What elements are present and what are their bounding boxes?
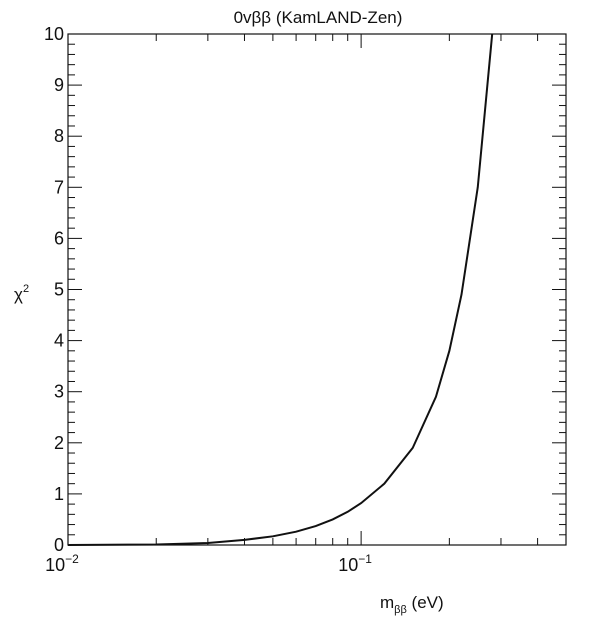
y-tick-label: 8 — [54, 126, 64, 146]
x-tick-label: 10−2 — [45, 552, 79, 575]
x-tick-label: 10−1 — [338, 552, 372, 575]
y-tick-label: 4 — [54, 331, 64, 351]
y-tick-label: 3 — [54, 382, 64, 402]
y-tick-labels: 0 1 2 3 4 5 6 7 8 9 10 — [44, 24, 64, 555]
x-axis-label-sub: ββ — [394, 604, 407, 616]
x-tick-labels: 10−2 10−1 — [45, 552, 372, 575]
y-tick-label: 1 — [54, 484, 64, 504]
y-axis-label-sup: 2 — [23, 283, 29, 295]
x-axis-label-unit: (eV) — [407, 593, 444, 612]
axis-ticks — [67, 33, 567, 546]
y-tick-label: 9 — [54, 75, 64, 95]
y-axis-label: χ2 — [14, 283, 29, 304]
chart-title: 0vββ (KamLAND-Zen) — [234, 8, 403, 27]
y-tick-label: 0 — [54, 535, 64, 555]
y-tick-label: 6 — [54, 228, 64, 248]
y-tick-label: 7 — [54, 177, 64, 197]
y-tick-label: 10 — [44, 24, 64, 44]
y-tick-label: 2 — [54, 433, 64, 453]
y-axis-label-main: χ — [14, 285, 23, 304]
y-tick-label: 5 — [54, 280, 64, 300]
x-axis-label: mββ (eV) — [380, 593, 444, 616]
chi2-curve — [67, 33, 494, 546]
plot-frame — [67, 33, 567, 546]
x-axis-label-main: m — [380, 593, 394, 612]
